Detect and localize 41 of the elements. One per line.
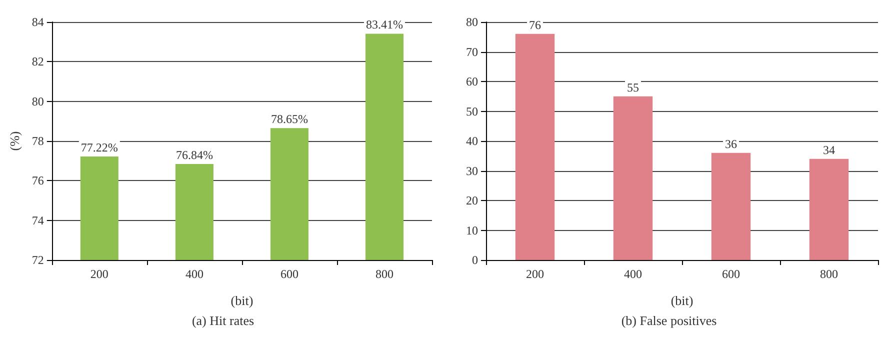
y-tick-label: 10 (466, 223, 478, 238)
x-tick-label: 200 (526, 267, 544, 281)
y-tick-label: 0 (472, 253, 478, 267)
y-tick-label: 30 (466, 164, 478, 178)
y-tick-label: 74 (32, 213, 44, 228)
y-tick-label: 78 (32, 134, 44, 148)
x-tick-label: 400 (185, 267, 204, 281)
data-label: 76.84% (176, 148, 213, 162)
text: (a) Hit rates (192, 313, 254, 328)
x-axis-title: (bit) (230, 293, 254, 308)
x-tick-label: 400 (624, 267, 642, 281)
data-label: 77.22% (80, 140, 118, 154)
y-tick-label: 50 (466, 104, 478, 118)
y-tick-label: 70 (466, 44, 478, 59)
y-tick-label: 40 (466, 134, 478, 148)
x-tick-label: 600 (722, 267, 740, 281)
data-label: 34 (823, 142, 835, 157)
y-tick-label: 80 (466, 15, 478, 29)
data-label: 55 (627, 80, 639, 94)
data-label: 36 (725, 136, 737, 151)
y-tick-label: 60 (466, 74, 478, 88)
x-tick-label: 800 (820, 267, 838, 281)
y-tick-label: 76 (32, 174, 44, 188)
y-axis-title: (%) (7, 131, 22, 151)
x-tick-label: 600 (280, 267, 298, 281)
x-tick-label: 200 (90, 267, 108, 281)
bar (809, 158, 849, 260)
data-label: 78.65% (270, 112, 308, 126)
bar (711, 152, 751, 260)
bar (613, 96, 653, 260)
y-tick-label: 84 (32, 15, 44, 29)
x-axis-title: (bit) (670, 293, 694, 308)
y-tick-label: 82 (32, 54, 44, 69)
y-tick-label: 72 (32, 253, 44, 267)
x-tick-label: 800 (375, 267, 394, 281)
text: (b) False positives (621, 313, 717, 328)
data-label: 83.41% (366, 18, 403, 32)
bar (515, 34, 555, 260)
data-label: 76 (529, 18, 541, 32)
y-tick-label: 80 (32, 94, 44, 108)
y-tick-label: 20 (466, 194, 478, 208)
